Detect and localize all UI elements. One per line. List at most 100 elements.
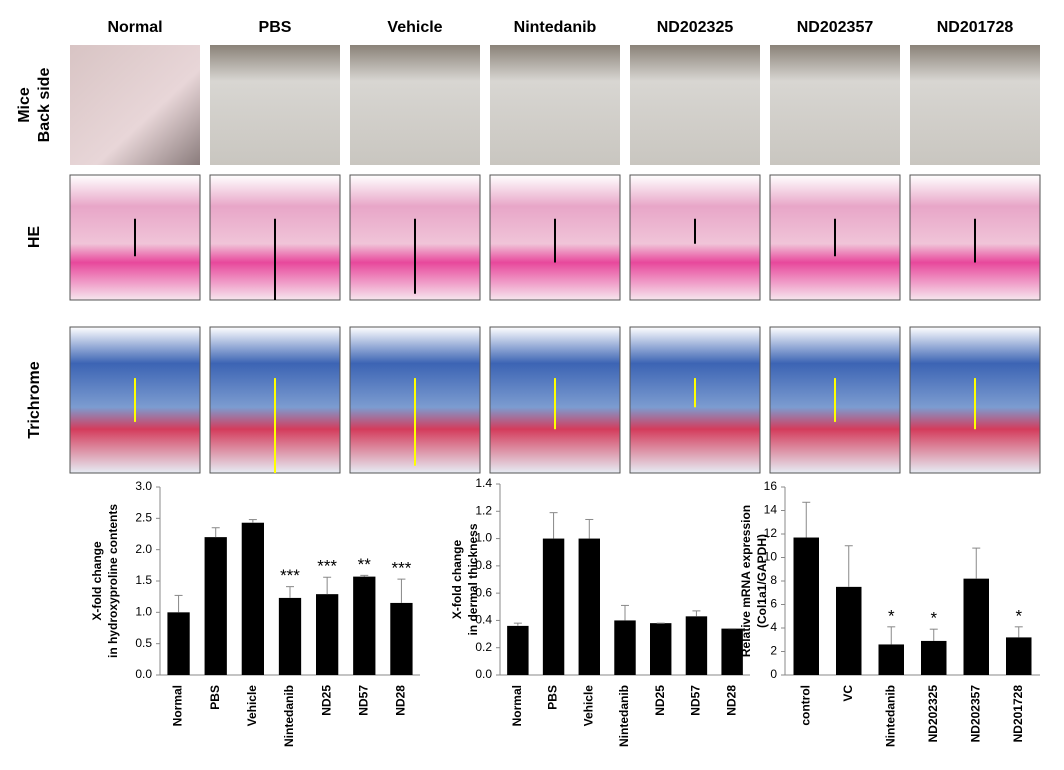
y-axis-label: X-fold change xyxy=(90,541,104,621)
y-tick-label: 1.0 xyxy=(135,605,152,619)
significance-mark: *** xyxy=(280,566,300,585)
bar xyxy=(921,640,947,675)
y-tick-label: 0.5 xyxy=(135,636,152,650)
image-panel xyxy=(490,45,620,165)
x-tick-label: ND25 xyxy=(319,685,333,716)
image-panel xyxy=(910,45,1040,165)
y-tick-label: 0.2 xyxy=(475,640,492,654)
bar xyxy=(167,612,190,675)
y-tick-label: 6 xyxy=(770,597,777,611)
row-label: Back side xyxy=(36,68,53,143)
error-bar xyxy=(323,576,332,595)
x-tick-label: Vehicle xyxy=(581,685,595,727)
image-panel xyxy=(70,45,200,165)
image-panel xyxy=(210,45,340,165)
bar xyxy=(685,616,708,675)
y-tick-label: 1.5 xyxy=(135,573,152,587)
bar xyxy=(542,538,565,675)
x-tick-label: Nintedanib xyxy=(617,685,631,747)
bar xyxy=(650,623,672,675)
y-tick-label: 4 xyxy=(770,620,777,634)
x-tick-label: Vehicle xyxy=(245,685,259,727)
column-header: ND202325 xyxy=(657,19,734,36)
x-tick-label: VC xyxy=(841,685,855,702)
y-tick-label: 12 xyxy=(764,526,778,540)
error-bar xyxy=(887,626,896,645)
x-tick-label: Normal xyxy=(171,685,185,726)
y-tick-label: 14 xyxy=(764,503,778,517)
y-axis-label: (Col1a1/GAPDH) xyxy=(755,534,769,628)
error-bar xyxy=(692,610,701,617)
y-axis-label: in dermal thickness xyxy=(466,523,480,635)
column-header: ND201728 xyxy=(937,19,1014,36)
y-tick-label: 10 xyxy=(764,550,778,564)
bar xyxy=(1006,637,1032,675)
y-tick-label: 0.4 xyxy=(475,613,492,627)
y-tick-label: 2.0 xyxy=(135,542,152,556)
y-axis-label: X-fold change xyxy=(450,540,464,620)
column-header: Normal xyxy=(107,19,162,36)
error-bar xyxy=(621,604,629,621)
y-tick-label: 1.2 xyxy=(475,503,492,517)
bar xyxy=(578,538,600,675)
column-header: Nintedanib xyxy=(514,19,597,36)
significance-mark: *** xyxy=(391,559,411,578)
bar xyxy=(836,586,862,675)
error-bar xyxy=(1014,626,1023,638)
bar xyxy=(241,522,264,675)
y-tick-label: 3.0 xyxy=(135,479,152,493)
bar xyxy=(390,602,413,675)
significance-mark: * xyxy=(888,606,895,625)
x-tick-label: PBS xyxy=(208,685,222,710)
bar xyxy=(204,537,227,675)
bar xyxy=(878,644,904,675)
x-tick-label: Normal xyxy=(510,685,524,726)
bar xyxy=(353,576,376,675)
error-bar xyxy=(360,574,369,577)
x-tick-label: ND28 xyxy=(724,685,738,716)
image-panel xyxy=(770,45,900,165)
row-label: Mice xyxy=(16,87,33,123)
column-header: PBS xyxy=(259,19,292,36)
y-tick-label: 16 xyxy=(764,479,778,493)
y-tick-label: 8 xyxy=(770,573,777,587)
bar xyxy=(278,597,302,675)
y-tick-label: 0.0 xyxy=(135,667,152,681)
y-tick-label: 1.4 xyxy=(475,476,492,490)
y-axis-label: in hydroxyproline contents xyxy=(106,504,120,658)
y-tick-label: 2 xyxy=(770,644,777,658)
y-tick-label: 1.0 xyxy=(475,531,492,545)
error-bar xyxy=(248,519,257,523)
column-header: ND202357 xyxy=(797,19,874,36)
x-tick-label: ND202357 xyxy=(968,685,982,743)
bar xyxy=(963,578,989,675)
significance-mark: * xyxy=(1015,606,1022,625)
row-label: HE xyxy=(26,226,43,249)
x-tick-label: ND28 xyxy=(394,685,408,716)
significance-mark: *** xyxy=(317,557,337,576)
x-tick-label: Nintedanib xyxy=(883,685,897,747)
x-tick-label: PBS xyxy=(546,685,560,710)
error-bar xyxy=(972,547,981,579)
significance-mark: * xyxy=(930,609,937,628)
bar xyxy=(721,628,743,675)
bar xyxy=(614,620,636,675)
error-bar xyxy=(585,518,594,539)
error-bar xyxy=(929,628,938,641)
y-tick-label: 0.0 xyxy=(475,667,492,681)
significance-mark: ** xyxy=(358,555,372,574)
error-bar xyxy=(844,545,853,587)
x-tick-label: ND202325 xyxy=(926,685,940,743)
x-tick-label: ND57 xyxy=(689,685,703,716)
y-tick-label: 0 xyxy=(770,667,777,681)
column-header: Vehicle xyxy=(387,19,442,36)
error-bar xyxy=(549,512,558,539)
error-bar xyxy=(802,501,811,538)
y-tick-label: 2.5 xyxy=(135,511,152,525)
x-tick-label: control xyxy=(798,685,812,726)
x-tick-label: ND25 xyxy=(653,685,667,716)
y-axis-label: Relative mRNA expression xyxy=(739,505,753,657)
error-bar xyxy=(211,527,220,538)
image-panels xyxy=(69,45,1041,474)
